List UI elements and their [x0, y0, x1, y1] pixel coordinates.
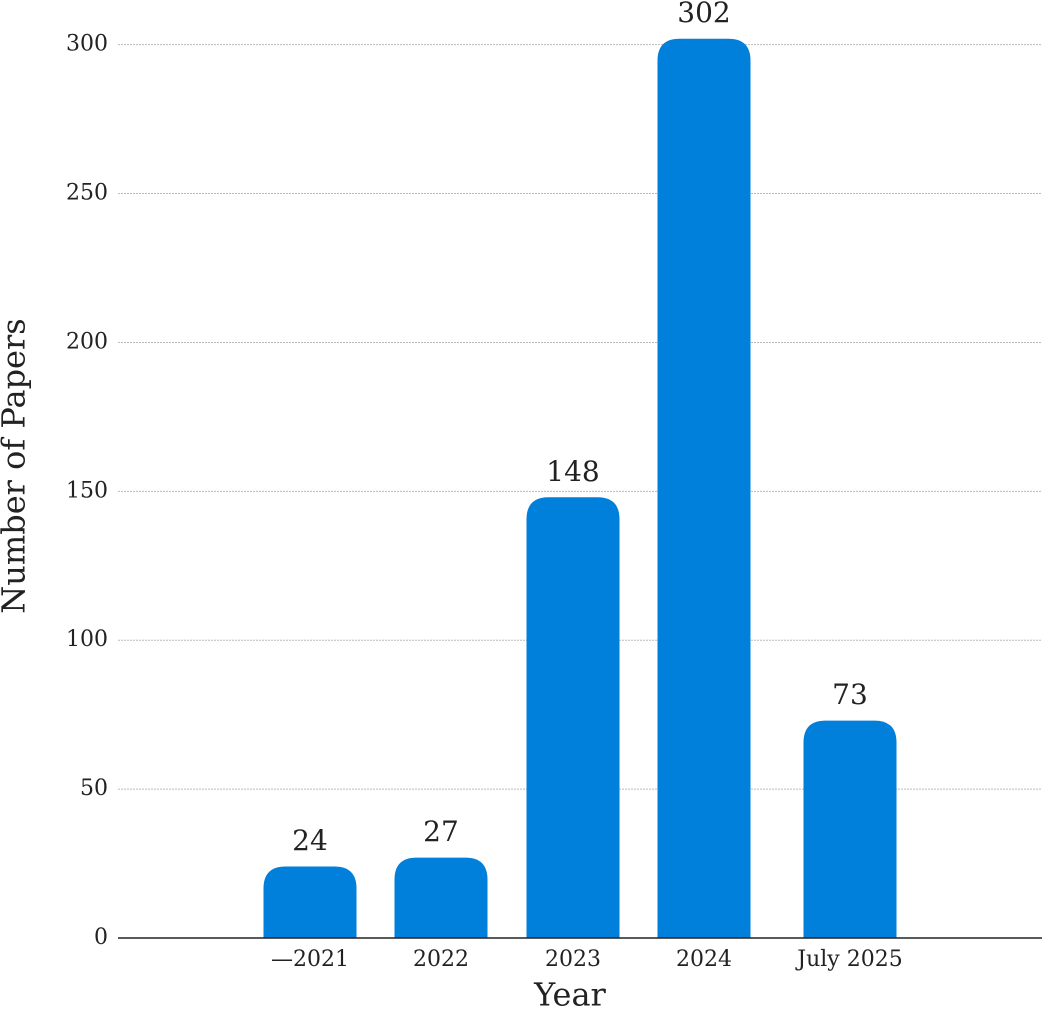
bar — [803, 720, 897, 938]
y-tick-label: 50 — [80, 776, 108, 801]
y-tick-label: 100 — [66, 627, 108, 652]
value-label: 27 — [423, 815, 459, 848]
value-label: 302 — [677, 0, 730, 29]
x-tick-label: July 2025 — [795, 947, 902, 972]
bar — [526, 497, 620, 938]
x-tick-label: 2023 — [545, 947, 601, 972]
y-tick-label: 300 — [66, 32, 108, 57]
y-tick-label: 250 — [66, 181, 108, 206]
value-label: 24 — [292, 824, 328, 857]
y-tick-label: 0 — [94, 925, 108, 950]
x-tick-label: 2024 — [676, 947, 732, 972]
bar — [394, 857, 488, 938]
x-tick-label: 2022 — [413, 947, 469, 972]
value-label: 148 — [546, 455, 599, 488]
y-tick-label: 150 — [66, 478, 108, 503]
bar — [263, 866, 357, 938]
x-axis-title: Year — [533, 976, 606, 1013]
bar — [657, 38, 751, 938]
x-tick-label: —2021 — [271, 947, 349, 972]
y-axis-title: Number of Papers — [0, 318, 33, 613]
value-label: 73 — [832, 678, 868, 711]
y-tick-label: 200 — [66, 329, 108, 354]
